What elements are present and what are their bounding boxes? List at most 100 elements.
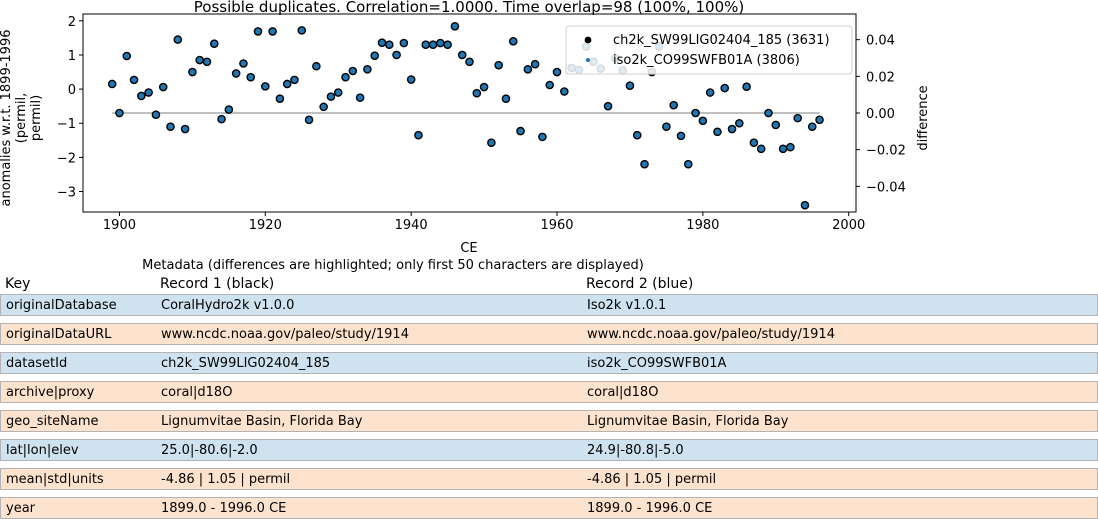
data-point bbox=[632, 130, 642, 140]
data-point bbox=[355, 93, 365, 102]
data-point bbox=[392, 50, 401, 60]
data-point bbox=[122, 51, 132, 61]
metadata-row: datasetId ch2k_SW99LIG02404_185 iso2k_CO99… bbox=[0, 352, 1098, 374]
y-tick-label-left: −2 bbox=[57, 151, 76, 166]
metadata-record2-value: Iso2k v1.0.1 bbox=[587, 298, 667, 313]
metadata-record1-value: www.ncdc.noaa.gov/paleo/study/1914 bbox=[161, 327, 409, 342]
data-point bbox=[158, 82, 168, 92]
data-point bbox=[457, 50, 467, 60]
data-point bbox=[363, 65, 372, 74]
metadata-record2-value: 24.9|-80.8|-5.0 bbox=[587, 443, 684, 458]
metadata-record1-value: 25.0|-80.6|-2.0 bbox=[161, 443, 258, 458]
metadata-key: geo_siteName bbox=[6, 414, 99, 429]
data-point bbox=[202, 57, 212, 67]
chart-legend: ch2k_SW99LIG02404_185 (3631) iso2k_CO99SW… bbox=[565, 25, 853, 75]
metadata-record1-value: -4.86 | 1.05 | permil bbox=[161, 472, 291, 487]
metadata-row: originalDatabase CoralHydro2k v1.0.0 Iso2k… bbox=[0, 294, 1098, 316]
x-tick-label: 2000 bbox=[832, 218, 865, 233]
data-point bbox=[188, 67, 197, 77]
metadata-key: year bbox=[6, 501, 36, 516]
data-point bbox=[450, 21, 460, 31]
header-record2: Record 2 (blue) bbox=[586, 276, 694, 292]
data-point bbox=[399, 38, 409, 48]
legend-label-record2: iso2k_CO99SWFB01A (3806) bbox=[613, 53, 800, 68]
metadata-record1-value: ch2k_SW99LIG02404_185 bbox=[161, 356, 331, 371]
data-point bbox=[786, 142, 795, 152]
header-key: Key bbox=[5, 276, 31, 292]
data-point bbox=[487, 138, 496, 147]
metadata-row: mean|std|units -4.86 | 1.05 | permil -4.86… bbox=[0, 468, 1098, 490]
data-point bbox=[545, 80, 555, 90]
data-point bbox=[173, 35, 183, 44]
data-point bbox=[713, 127, 722, 137]
y-axis-label-right: difference bbox=[916, 85, 931, 150]
data-point bbox=[603, 101, 613, 111]
data-point bbox=[764, 108, 773, 118]
metadata-record1-value: CoralHydro2k v1.0.0 bbox=[161, 298, 295, 313]
x-tick-label: 1920 bbox=[249, 218, 282, 233]
data-point bbox=[749, 138, 759, 147]
metadata-row: year 1899.0 - 1996.0 CE 1899.0 - 1996.0 CE bbox=[0, 497, 1098, 519]
data-point bbox=[341, 72, 350, 82]
data-point bbox=[209, 39, 219, 49]
metadata-key: lat|lon|elev bbox=[6, 443, 79, 458]
data-point bbox=[436, 38, 445, 48]
metadata-record1-value: coral|d18O bbox=[161, 385, 233, 400]
metadata-caption: Metadata (differences are highlighted; o… bbox=[142, 258, 644, 273]
data-point bbox=[669, 100, 678, 110]
header-record1: Record 1 (black) bbox=[160, 276, 275, 292]
metadata-record2-value: -4.86 | 1.05 | permil bbox=[587, 472, 717, 487]
metadata-row: archive|proxy coral|d18O coral|d18O bbox=[0, 381, 1098, 403]
data-point bbox=[508, 37, 518, 46]
data-point bbox=[735, 118, 744, 128]
y-tick-label-left: −1 bbox=[57, 117, 76, 132]
data-point bbox=[384, 40, 394, 50]
metadata-row: geo_siteName Lignumvitae Basin, Florida B… bbox=[0, 410, 1098, 432]
data-point bbox=[800, 200, 810, 210]
data-point bbox=[683, 159, 693, 169]
data-point bbox=[793, 113, 802, 123]
data-point bbox=[443, 40, 452, 50]
metadata-record2-value: Lignumvitae Basin, Florida Bay bbox=[587, 414, 789, 429]
x-tick-label: 1960 bbox=[540, 218, 573, 233]
legend-marker-record2 bbox=[586, 58, 590, 62]
metadata-row: lat|lon|elev 25.0|-80.6|-2.0 24.9|-80.8|-5… bbox=[0, 439, 1098, 461]
legend-label-record1: ch2k_SW99LIG02404_185 (3631) bbox=[613, 33, 830, 48]
data-point bbox=[268, 27, 277, 36]
y-tick-label-right: −0.04 bbox=[866, 180, 906, 195]
data-point bbox=[494, 60, 503, 70]
legend-marker-record1 bbox=[584, 36, 592, 44]
data-point bbox=[560, 87, 569, 96]
data-point bbox=[414, 130, 423, 140]
data-point bbox=[239, 59, 248, 68]
data-point bbox=[115, 108, 124, 118]
data-point bbox=[151, 110, 161, 120]
metadata-row: originalDataURL www.ncdc.noaa.gov/paleo/s… bbox=[0, 323, 1098, 345]
metadata-record2-value: 1899.0 - 1996.0 CE bbox=[587, 501, 713, 516]
data-point bbox=[312, 61, 321, 71]
y-tick-label-right: 0.02 bbox=[866, 70, 895, 85]
data-point bbox=[304, 115, 314, 125]
data-point bbox=[465, 57, 474, 67]
data-point bbox=[217, 114, 226, 124]
metadata-record2-value: www.ncdc.noaa.gov/paleo/study/1914 bbox=[587, 327, 835, 342]
y-axis-label-left: anomalies w.r.t. 1899-1996(permil,permil… bbox=[0, 30, 44, 207]
metadata-key: originalDataURL bbox=[6, 327, 112, 342]
data-point bbox=[231, 69, 241, 78]
metadata-record2-value: iso2k_CO99SWFB01A bbox=[587, 356, 727, 371]
y-axis-label-left-line: anomalies w.r.t. 1899-1996 bbox=[0, 30, 14, 207]
data-point bbox=[530, 59, 540, 69]
data-point bbox=[501, 94, 511, 103]
data-point bbox=[807, 122, 817, 131]
data-point bbox=[472, 88, 482, 98]
legend-box bbox=[565, 25, 853, 75]
data-point bbox=[662, 122, 671, 131]
data-point bbox=[144, 88, 153, 97]
x-axis-label: CE bbox=[460, 241, 477, 256]
data-point bbox=[479, 82, 489, 92]
data-point bbox=[538, 132, 547, 142]
data-point bbox=[348, 66, 358, 76]
data-point bbox=[727, 124, 737, 134]
x-tick-label: 1980 bbox=[686, 218, 719, 233]
data-point bbox=[290, 75, 299, 85]
